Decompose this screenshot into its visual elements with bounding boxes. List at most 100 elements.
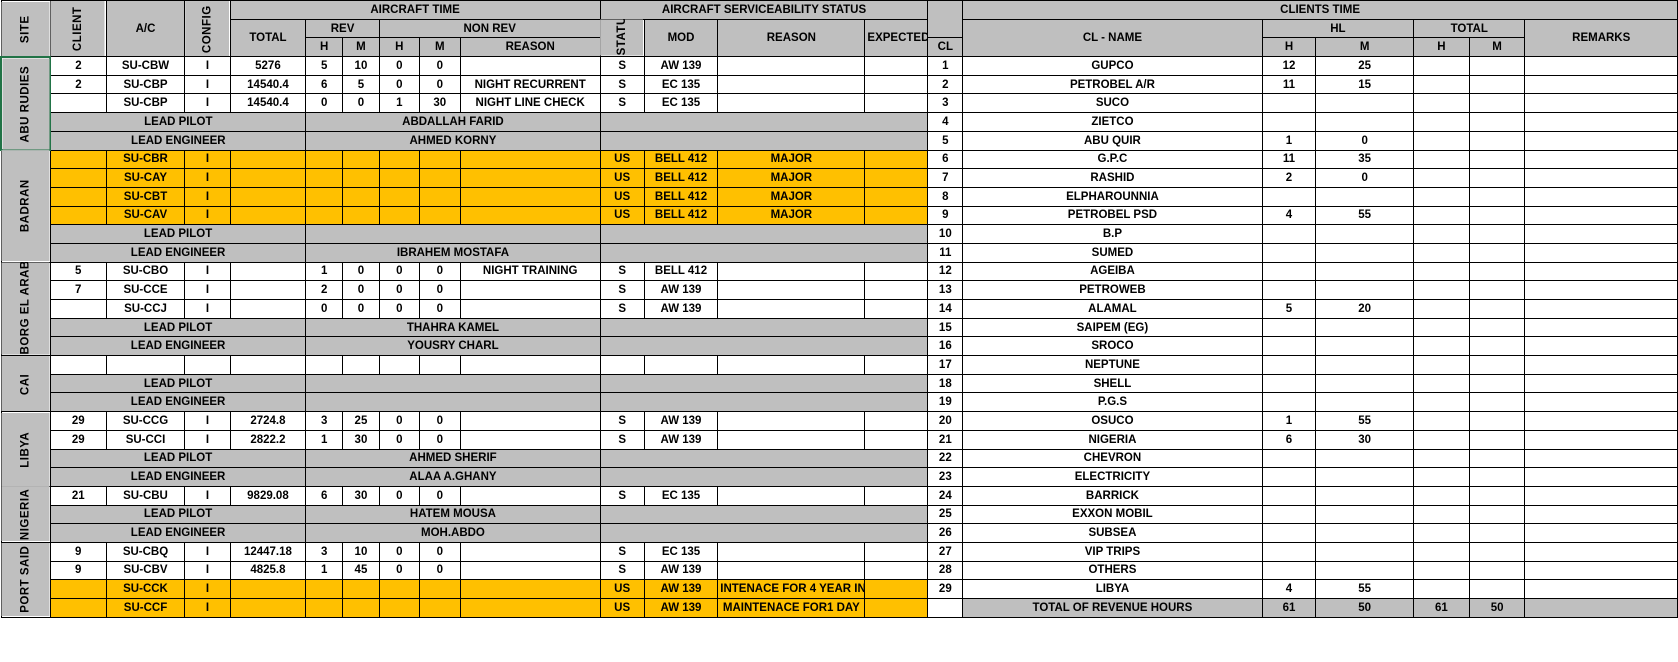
cell-status[interactable]: S bbox=[599, 541, 645, 562]
cell-expected-flt-date[interactable] bbox=[864, 168, 929, 188]
cell-remarks[interactable] bbox=[1524, 261, 1678, 282]
cell-client[interactable] bbox=[49, 355, 107, 375]
cell-nonrev-h[interactable]: 0 bbox=[378, 411, 420, 431]
total-hl-m[interactable]: 50 bbox=[1315, 598, 1415, 618]
cell-nonrev-m[interactable]: 0 bbox=[418, 411, 461, 431]
cell-cl-name[interactable]: ALAMAL bbox=[962, 299, 1263, 319]
cell-cl-number[interactable]: 28 bbox=[927, 560, 964, 581]
lead-pad[interactable] bbox=[599, 317, 929, 338]
cell-hl-m[interactable] bbox=[1315, 112, 1415, 132]
cell-rev-h[interactable] bbox=[305, 186, 344, 207]
cell-ac[interactable]: SU-CCG bbox=[105, 411, 186, 431]
cell-cl-name[interactable]: ELPHAROUNNIA bbox=[962, 186, 1263, 207]
cell-config[interactable]: I bbox=[184, 598, 231, 618]
cell-total-m[interactable] bbox=[1468, 541, 1526, 562]
cell-rev-m[interactable] bbox=[342, 355, 380, 375]
lead-role-label[interactable]: LEAD PILOT bbox=[49, 112, 307, 132]
cell-total-h[interactable] bbox=[1413, 504, 1470, 525]
cell-status[interactable]: US bbox=[599, 205, 645, 226]
col-clients-total[interactable]: TOTAL bbox=[1413, 18, 1526, 39]
cell-rev-m[interactable] bbox=[342, 205, 380, 226]
cell-rev-m[interactable] bbox=[342, 168, 380, 188]
cell-total-m[interactable] bbox=[1468, 560, 1526, 581]
site-cell-0[interactable]: ABU RUDIES bbox=[1, 56, 51, 150]
cell-status[interactable]: S bbox=[599, 261, 645, 282]
cell-nonrev-h[interactable]: 0 bbox=[378, 299, 420, 319]
cell-nonrev-h[interactable]: 0 bbox=[378, 541, 420, 562]
cell-total-h[interactable] bbox=[1413, 317, 1470, 338]
cell-total-h[interactable] bbox=[1413, 560, 1470, 581]
total-revenue-hours-label[interactable]: TOTAL OF REVENUE HOURS bbox=[962, 598, 1263, 618]
cell-total-h[interactable] bbox=[1413, 149, 1470, 170]
col-ac[interactable]: A/C bbox=[105, 0, 186, 58]
cell-rev-h[interactable] bbox=[305, 205, 344, 226]
cell-config[interactable]: I bbox=[184, 74, 231, 95]
cell-cl-name[interactable]: OTHERS bbox=[962, 560, 1263, 581]
cell-client[interactable] bbox=[49, 205, 107, 226]
cell-total-h[interactable] bbox=[1413, 429, 1470, 450]
cell-total-h[interactable] bbox=[1413, 130, 1470, 151]
cell-expected-flt-date[interactable] bbox=[864, 186, 929, 207]
cell-config[interactable]: I bbox=[184, 485, 231, 506]
cell-total-m[interactable] bbox=[1468, 93, 1526, 114]
col-hl[interactable]: HL bbox=[1261, 18, 1415, 39]
cell-rev-h[interactable]: 3 bbox=[305, 411, 344, 431]
cell-cl-number-total[interactable] bbox=[927, 598, 964, 618]
cell-ac[interactable]: SU-CBR bbox=[105, 149, 186, 170]
cell-mod[interactable]: AW 139 bbox=[643, 280, 719, 300]
cell-hl-h[interactable] bbox=[1261, 112, 1317, 132]
cell-hl-h[interactable]: 11 bbox=[1261, 149, 1317, 170]
cell-rev-m[interactable]: 0 bbox=[342, 280, 380, 300]
cell-hl-h[interactable] bbox=[1261, 93, 1317, 114]
cell-total-time[interactable]: 2822.2 bbox=[229, 429, 307, 450]
cell-config[interactable]: I bbox=[184, 205, 231, 226]
cell-ac[interactable]: SU-CCF bbox=[105, 598, 186, 618]
cell-rev-m[interactable]: 0 bbox=[342, 261, 380, 282]
cell-total-time[interactable]: 4825.8 bbox=[229, 560, 307, 581]
cell-config[interactable]: I bbox=[184, 411, 231, 431]
cell-svc-reason[interactable] bbox=[717, 485, 866, 506]
col-rev[interactable]: REV bbox=[305, 18, 380, 39]
cell-cl-name[interactable]: P.G.S bbox=[962, 392, 1263, 413]
cell-hl-h[interactable]: 1 bbox=[1261, 411, 1317, 431]
cell-nonrev-h[interactable]: 0 bbox=[378, 261, 420, 282]
cell-cl-name[interactable]: B.P bbox=[962, 224, 1263, 244]
cell-ac[interactable]: SU-CBP bbox=[105, 93, 186, 114]
cell-total-h[interactable] bbox=[1413, 392, 1470, 413]
cell-hl-h[interactable] bbox=[1261, 467, 1317, 487]
lead-person-name[interactable]: THAHRA KAMEL bbox=[305, 317, 601, 338]
cell-remarks[interactable] bbox=[1524, 373, 1678, 394]
cell-total-m[interactable] bbox=[1468, 242, 1526, 263]
cell-hl-m[interactable] bbox=[1315, 355, 1415, 375]
cell-hl-m[interactable] bbox=[1315, 93, 1415, 114]
cell-total-h[interactable] bbox=[1413, 299, 1470, 319]
cell-nonrev-h[interactable] bbox=[378, 355, 420, 375]
cell-status[interactable]: S bbox=[599, 93, 645, 114]
cell-expected-flt-date[interactable] bbox=[864, 149, 929, 170]
cell-total-h[interactable] bbox=[1413, 485, 1470, 506]
cell-svc-reason[interactable] bbox=[717, 429, 866, 450]
lead-person-name[interactable]: MOH.ABDO bbox=[305, 523, 601, 543]
cell-rev-m[interactable]: 0 bbox=[342, 299, 380, 319]
cell-client[interactable]: 2 bbox=[49, 56, 107, 76]
site-cell-5[interactable]: NIGERIA bbox=[1, 486, 51, 543]
cell-total-h[interactable] bbox=[1413, 93, 1470, 114]
cell-nonrev-h[interactable]: 0 bbox=[378, 429, 420, 450]
cell-nonrev-reason[interactable] bbox=[459, 429, 601, 450]
cell-client[interactable] bbox=[49, 299, 107, 319]
total-remarks[interactable] bbox=[1524, 598, 1678, 618]
cell-expected-flt-date[interactable] bbox=[864, 429, 929, 450]
cell-total-m[interactable] bbox=[1468, 392, 1526, 413]
cell-nonrev-h[interactable] bbox=[378, 205, 420, 226]
cell-status[interactable]: S bbox=[599, 74, 645, 95]
cell-cl-number[interactable]: 9 bbox=[927, 205, 964, 226]
cell-cl-number[interactable]: 15 bbox=[927, 317, 964, 338]
lead-role-label[interactable]: LEAD PILOT bbox=[49, 504, 307, 525]
cell-client[interactable]: 9 bbox=[49, 541, 107, 562]
cell-total-m[interactable] bbox=[1468, 485, 1526, 506]
cell-rev-h[interactable]: 2 bbox=[305, 280, 344, 300]
lead-pad[interactable] bbox=[599, 336, 929, 357]
cell-cl-name[interactable]: OSUCO bbox=[962, 411, 1263, 431]
cell-cl-name[interactable]: PETROBEL A/R bbox=[962, 74, 1263, 95]
cell-mod[interactable]: AW 139 bbox=[643, 429, 719, 450]
